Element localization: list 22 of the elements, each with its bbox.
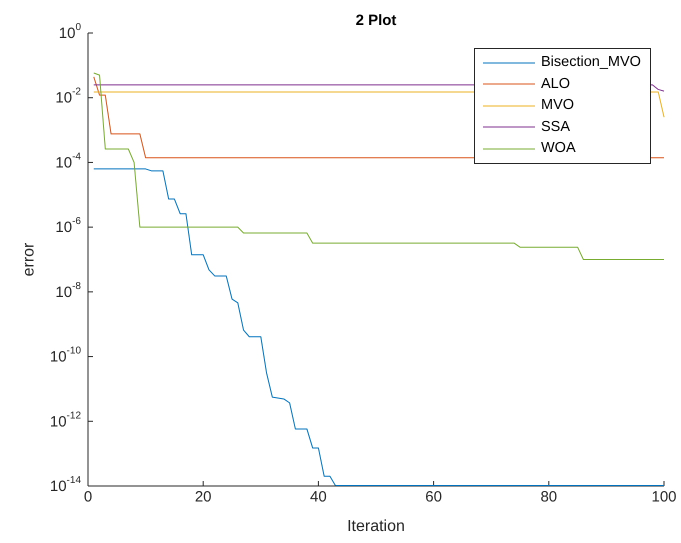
x-tick-label: 60 bbox=[425, 488, 442, 506]
x-tick-label: 100 bbox=[651, 488, 677, 506]
y-tick-label: 10$^{-4}$ bbox=[55, 151, 82, 171]
x-tick-label: 20 bbox=[194, 488, 212, 506]
legend-label: SSA bbox=[541, 118, 570, 136]
x-tick-label: 0 bbox=[84, 488, 92, 506]
chart-title: 2 Plot bbox=[354, 12, 398, 29]
y-tick-label: 10$^{-2}$ bbox=[55, 86, 82, 106]
y-tick-label: 10$^{-14}$ bbox=[50, 475, 82, 494]
y-tick-label: 10$^{0}$ bbox=[58, 22, 82, 42]
y-tick-label: 10$^{-10}$ bbox=[50, 346, 82, 366]
legend-label: ALO bbox=[541, 74, 570, 94]
x-axis-title: Iteration bbox=[347, 518, 405, 535]
legend-label: Bisection_MVO bbox=[541, 53, 641, 72]
y-tick-label: 10$^{-12}$ bbox=[50, 410, 82, 430]
x-tick-label: 80 bbox=[540, 488, 558, 506]
y-tick-label: 10$^{-6}$ bbox=[55, 216, 82, 236]
legend-label: MVO bbox=[541, 96, 574, 115]
y-axis-title: error bbox=[20, 242, 38, 276]
y-tick-label: 10$^{-8}$ bbox=[55, 280, 82, 300]
x-tick-label: 40 bbox=[310, 488, 327, 506]
legend-label: WOA bbox=[541, 139, 576, 158]
